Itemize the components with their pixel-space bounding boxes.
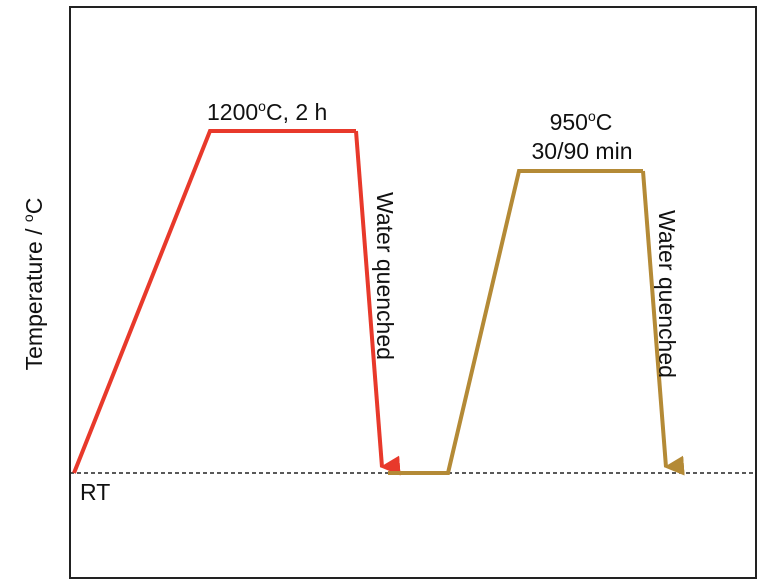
stage2-temp-value: 950: [550, 109, 588, 135]
stage1-quench-arrow: [354, 130, 401, 476]
y-axis-label-unit: C: [21, 198, 47, 215]
stage2-quench-label: Water quenched: [654, 210, 680, 378]
stage2-temp-sup: o: [588, 108, 596, 124]
stage1-temp-unit: C, 2 h: [266, 99, 327, 125]
stage2-heating-profile: [388, 169, 643, 475]
stage1-temp-label: 1200oC, 2 h: [207, 98, 327, 125]
y-axis-label: Temperature / oC: [20, 198, 47, 371]
stage1-temp-value: 1200: [207, 99, 258, 125]
stage1-quench-label: Water quenched: [372, 192, 398, 360]
y-axis-label-sup: o: [20, 214, 36, 222]
y-axis-label-main: Temperature /: [21, 222, 47, 370]
stage2-temp-label: 950oC: [550, 108, 613, 135]
stage2-quench-arrow: [641, 170, 685, 476]
rt-label: RT: [80, 479, 110, 505]
stage1-heating-profile: [72, 129, 356, 474]
stage2-temp-unit: C: [596, 109, 613, 135]
stage2-time-label: 30/90 min: [531, 138, 632, 164]
stage1-temp-sup: o: [258, 98, 266, 114]
plot-frame: [69, 6, 757, 579]
